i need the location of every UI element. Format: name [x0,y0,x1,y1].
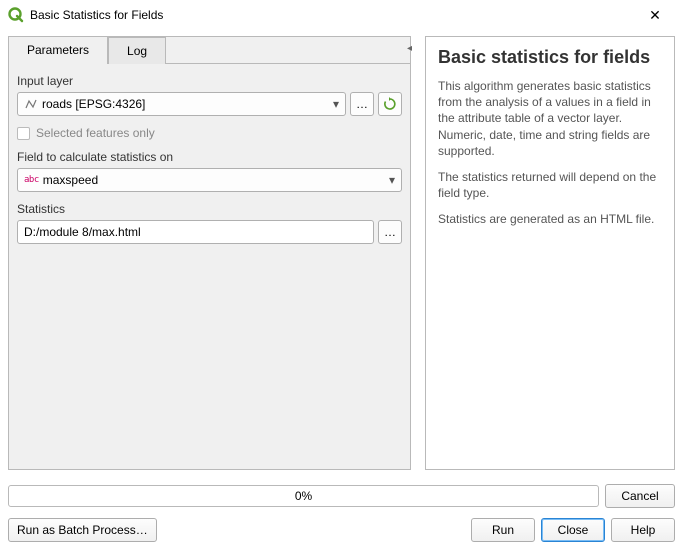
chevron-down-icon: ▾ [333,97,339,111]
cancel-button[interactable]: Cancel [605,484,675,508]
app-icon [8,7,24,23]
progress-bar: 0% [8,485,599,507]
checkbox-icon [17,127,30,140]
help-title: Basic statistics for fields [438,47,662,68]
tab-parameters[interactable]: Parameters [9,37,108,64]
field-value: maxspeed [43,173,389,187]
batch-process-button[interactable]: Run as Batch Process… [8,518,157,542]
close-button[interactable]: Close [541,518,605,542]
run-button[interactable]: Run [471,518,535,542]
tab-log[interactable]: Log [108,37,166,64]
label-input-layer: Input layer [17,74,402,88]
chevron-down-icon: ▾ [389,173,395,187]
progress-label: 0% [295,489,312,503]
iterate-button[interactable] [378,92,402,116]
input-layer-value: roads [EPSG:4326] [42,97,333,111]
help-panel: Basic statistics for fields This algorit… [425,36,675,470]
collapse-handle-icon[interactable]: ◂ [407,43,412,54]
label-field-calc: Field to calculate statistics on [17,150,402,164]
output-path-input[interactable] [17,220,374,244]
iterate-icon [383,97,397,111]
input-layer-select[interactable]: roads [EPSG:4326] ▾ [17,92,346,116]
help-button[interactable]: Help [611,518,675,542]
help-paragraph: Statistics are generated as an HTML file… [438,211,662,227]
field-select[interactable]: abc maxspeed ▾ [17,168,402,192]
help-paragraph: This algorithm generates basic statistic… [438,78,662,159]
vector-line-icon [24,97,38,111]
browse-output-button[interactable]: … [378,220,402,244]
close-icon[interactable]: ✕ [635,7,675,24]
help-paragraph: The statistics returned will depend on t… [438,169,662,201]
browse-layer-button[interactable]: … [350,92,374,116]
window-title: Basic Statistics for Fields [30,8,635,22]
tab-bar: Parameters Log [9,37,410,64]
title-bar: Basic Statistics for Fields ✕ [0,0,683,30]
selected-features-only-checkbox[interactable]: Selected features only [17,126,402,140]
text-field-icon: abc [24,175,39,185]
label-statistics: Statistics [17,202,402,216]
parameters-panel: ◂ Parameters Log Input layer roads [EPSG… [8,36,411,470]
selected-only-label: Selected features only [36,126,155,140]
